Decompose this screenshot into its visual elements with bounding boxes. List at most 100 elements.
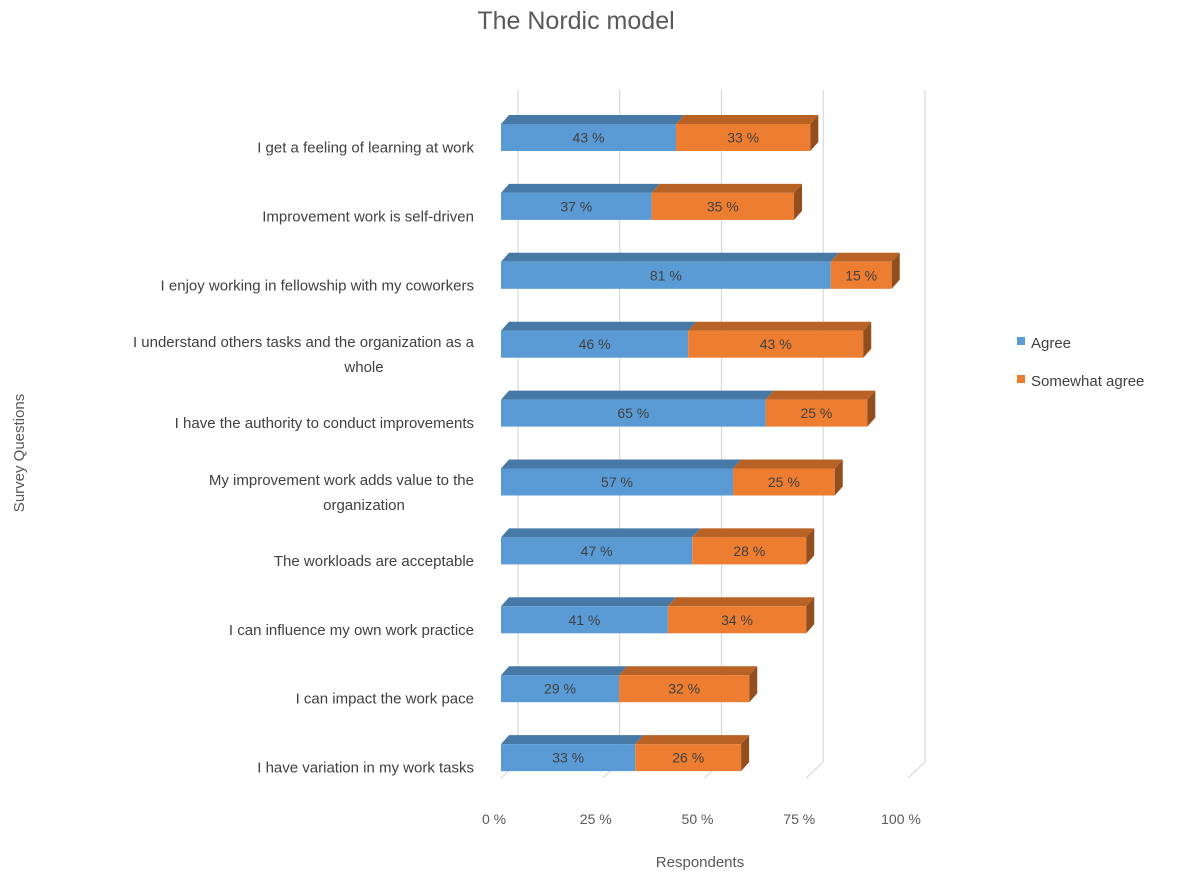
bar-segment-agree: 37 %: [501, 183, 660, 220]
bar-top-face: [667, 597, 815, 607]
x-tick-label: 100 %: [881, 811, 921, 827]
bar-segment-agree: 65 %: [501, 390, 774, 427]
x-tick-label: 0 %: [482, 811, 506, 827]
bar-segment-somewhat-agree: 32 %: [619, 666, 758, 703]
category-label: I get a feeling of learning at work: [257, 140, 474, 157]
data-label: 34 %: [721, 612, 753, 628]
gridline-floor: [805, 761, 824, 779]
bar-segment-somewhat-agree: 33 %: [676, 115, 819, 151]
bar-segment-agree: 47 %: [501, 528, 701, 565]
x-tick-label: 50 %: [682, 811, 714, 827]
category-label: I understand others tasks and the organi…: [133, 334, 475, 351]
bar-top-face: [501, 597, 676, 607]
category-label: My improvement work adds value to the: [209, 472, 474, 489]
category-label: I can impact the work pace: [296, 691, 474, 708]
bar-side-face: [741, 735, 750, 772]
data-label: 35 %: [707, 198, 739, 214]
bar: [501, 399, 766, 427]
data-label: 32 %: [668, 681, 700, 697]
bar-segment-somewhat-agree: 25 %: [732, 459, 843, 496]
bar-segment-somewhat-agree: 25 %: [765, 390, 876, 427]
y-axis-label: Survey Questions: [11, 394, 28, 512]
bar-top-face: [688, 321, 872, 331]
bar-side-face: [806, 597, 815, 634]
chart-title: The Nordic model: [477, 7, 674, 35]
bar: [830, 261, 892, 289]
bar-segment-somewhat-agree: 43 %: [688, 321, 872, 358]
bar-segment-agree: 81 %: [501, 252, 839, 289]
bar-segment-somewhat-agree: 26 %: [635, 735, 750, 772]
bar-segment-agree: 46 %: [501, 321, 697, 358]
bar: [501, 261, 831, 289]
category-label: I enjoy working in fellowship with my co…: [161, 277, 474, 294]
bar: [619, 675, 750, 703]
bar: [651, 192, 795, 220]
bar-top-face: [830, 252, 900, 262]
bar-side-face: [834, 459, 843, 496]
bar-segment-somewhat-agree: 34 %: [667, 597, 815, 634]
bar-side-face: [794, 183, 803, 220]
legend: Agree Somewhat agree: [1017, 335, 1144, 390]
bar-top-face: [501, 115, 685, 124]
bar-side-face: [863, 321, 872, 358]
gridline-floor: [907, 761, 926, 779]
bar-segment-agree: 57 %: [501, 459, 741, 496]
bar-top-face: [635, 735, 750, 745]
data-label: 33 %: [727, 130, 759, 146]
bar-side-face: [891, 252, 900, 289]
bar-top-face: [501, 390, 774, 400]
bars: 43 % 33 % 37 % 35 % 81 % 15 % 46 % 43 % 65 % 25 %…: [501, 115, 900, 772]
bar-side-face: [867, 390, 876, 427]
data-label: 43 %: [573, 130, 605, 146]
bar: [688, 330, 864, 358]
category-label: I have the authority to conduct improvem…: [175, 415, 474, 432]
category-label: Improvement work is self-driven: [262, 208, 474, 225]
bar-top-face: [501, 183, 660, 193]
x-axis-label: Respondents: [656, 854, 744, 871]
bar: [676, 124, 811, 151]
data-label: 37 %: [560, 198, 592, 214]
bar-top-face: [676, 115, 819, 124]
x-axis-ticks: 0 % 25 % 50 % 75 % 100 %: [482, 811, 921, 827]
bar-side-face: [749, 666, 758, 703]
bar: [765, 399, 868, 427]
data-label: 25 %: [768, 474, 800, 490]
bar-top-face: [732, 459, 843, 469]
x-tick-label: 25 %: [580, 811, 612, 827]
legend-label: Agree: [1031, 335, 1071, 352]
data-label: 43 %: [760, 336, 792, 352]
bar-segment-agree: 29 %: [501, 666, 628, 703]
bar-top-face: [619, 666, 758, 676]
data-label: 57 %: [601, 474, 633, 490]
bar-segment-somewhat-agree: 15 %: [830, 252, 900, 289]
data-label: 26 %: [672, 750, 704, 766]
bar-side-face: [810, 115, 819, 151]
bar-top-face: [692, 528, 815, 538]
bar: [635, 744, 742, 772]
bar-top-face: [501, 735, 644, 745]
data-label: 15 %: [845, 267, 877, 283]
data-label: 46 %: [579, 336, 611, 352]
data-label: 28 %: [733, 543, 765, 559]
bar-segment-agree: 33 %: [501, 735, 644, 772]
category-label-line2: organization: [323, 497, 405, 514]
bar-segment-agree: 41 %: [501, 597, 676, 634]
data-label: 81 %: [650, 267, 682, 283]
bar: [501, 124, 677, 151]
legend-swatch: [1017, 375, 1025, 383]
category-label-line2: whole: [343, 359, 383, 376]
legend-swatch: [1017, 337, 1025, 345]
legend-label: Somewhat agree: [1031, 373, 1144, 390]
bar: [732, 468, 835, 496]
bar-top-face: [765, 390, 876, 400]
data-label: 25 %: [800, 405, 832, 421]
bar-segment-agree: 43 %: [501, 115, 685, 151]
bar-top-face: [501, 666, 628, 676]
data-label: 41 %: [568, 612, 600, 628]
bar-top-face: [501, 321, 697, 331]
data-label: 65 %: [617, 405, 649, 421]
bar-top-face: [501, 528, 701, 538]
bar: [667, 606, 807, 634]
